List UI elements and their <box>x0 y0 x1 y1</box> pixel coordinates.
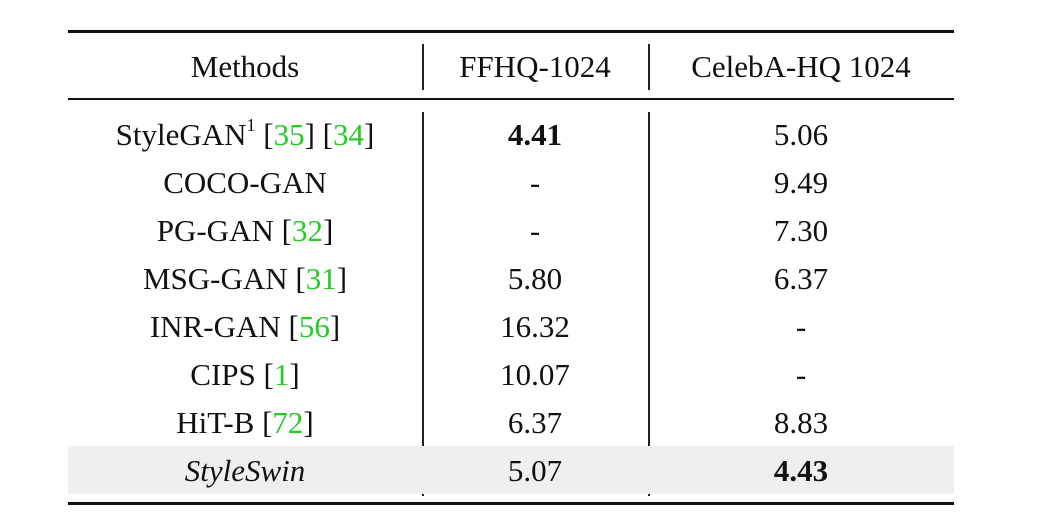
table-row: COCO-GAN - 9.49 <box>68 158 954 206</box>
table-row: HiT-B [72] 6.37 8.83 <box>68 398 954 446</box>
header-methods: Methods <box>190 48 300 84</box>
bracket-text: [ <box>254 404 273 440</box>
celeba-score: 7.30 <box>773 212 829 248</box>
table-header: Methods FFHQ-1024 CelebA-HQ 1024 <box>68 46 954 86</box>
citation-link[interactable]: 31 <box>305 260 337 296</box>
bracket-text: ] <box>322 212 334 248</box>
ffhq-score: 5.80 <box>507 260 563 296</box>
celeba-score: 5.06 <box>773 116 829 152</box>
citation-link[interactable]: 34 <box>333 116 365 152</box>
method-name: StyleSwin <box>184 452 306 488</box>
method-name: StyleGAN <box>115 116 247 152</box>
table-row: StyleSwin 5.07 4.43 <box>68 446 954 494</box>
method-cell: HiT-B [72] <box>68 407 422 438</box>
body-divider-1 <box>422 112 424 496</box>
header-divider-1 <box>422 44 424 90</box>
citation-link[interactable]: 1 <box>273 356 290 392</box>
bracket-text: ] <box>329 308 341 344</box>
citation-link[interactable]: 35 <box>273 116 305 152</box>
celeba-score: 8.83 <box>773 404 829 440</box>
ffhq-score: 6.37 <box>507 404 563 440</box>
bracket-text: [ <box>255 116 274 152</box>
ffhq-score: 5.07 <box>507 452 563 488</box>
bracket-text: ] [ <box>304 116 334 152</box>
method-cell: MSG-GAN [31] <box>68 263 422 294</box>
celeba-score: - <box>795 308 807 344</box>
celeba-score: 4.43 <box>773 452 829 488</box>
bracket-text: ] <box>364 116 375 152</box>
method-cell: PG-GAN [32] <box>68 215 422 246</box>
bracket-text: [ <box>255 356 274 392</box>
method-cell: CIPS [1] <box>68 359 422 390</box>
method-name: MSG-GAN <box>142 260 288 296</box>
celeba-score: 9.49 <box>773 164 829 200</box>
ffhq-score: 10.07 <box>500 356 570 392</box>
table-row: PG-GAN [32] - 7.30 <box>68 206 954 254</box>
table-row: MSG-GAN [31] 5.80 6.37 <box>68 254 954 302</box>
header-celeba: CelebA-HQ 1024 <box>691 48 911 84</box>
ffhq-score: - <box>529 164 541 200</box>
bracket-text: [ <box>273 212 292 248</box>
method-name: PG-GAN <box>156 212 274 248</box>
ffhq-score: 4.41 <box>507 116 563 152</box>
ffhq-score: - <box>529 212 541 248</box>
bracket-text: ] <box>336 260 348 296</box>
header-divider-2 <box>648 44 650 90</box>
method-name: INR-GAN <box>149 308 281 344</box>
bracket-text: ] <box>289 356 300 392</box>
bracket-text: [ <box>280 308 299 344</box>
method-cell: StyleSwin <box>68 455 422 486</box>
citation-link[interactable]: 32 <box>291 212 323 248</box>
bracket-text: ] <box>303 404 314 440</box>
footnote-marker: 1 <box>246 114 256 135</box>
method-cell: COCO-GAN <box>68 167 422 198</box>
bracket-text: [ <box>287 260 306 296</box>
method-name: CIPS <box>190 356 256 392</box>
citation-link[interactable]: 72 <box>272 404 304 440</box>
ffhq-score: 16.32 <box>500 308 570 344</box>
method-name: COCO-GAN <box>163 164 327 200</box>
table-row: INR-GAN [56] 16.32 - <box>68 302 954 350</box>
method-cell: StyleGAN1 [35] [34] <box>68 116 422 152</box>
table-bottom-rule <box>68 502 954 505</box>
header-ffhq: FFHQ-1024 <box>459 48 611 84</box>
method-cell: INR-GAN [56] <box>68 311 422 342</box>
table-header-rule <box>68 98 954 100</box>
citation-link[interactable]: 56 <box>298 308 330 344</box>
celeba-score: - <box>795 356 807 392</box>
table-top-rule <box>68 30 954 33</box>
table-row: StyleGAN1 [35] [34] 4.41 5.06 <box>68 110 954 158</box>
method-name: HiT-B <box>176 404 255 440</box>
celeba-score: 6.37 <box>773 260 829 296</box>
body-divider-2 <box>648 112 650 496</box>
table-row: CIPS [1] 10.07 - <box>68 350 954 398</box>
